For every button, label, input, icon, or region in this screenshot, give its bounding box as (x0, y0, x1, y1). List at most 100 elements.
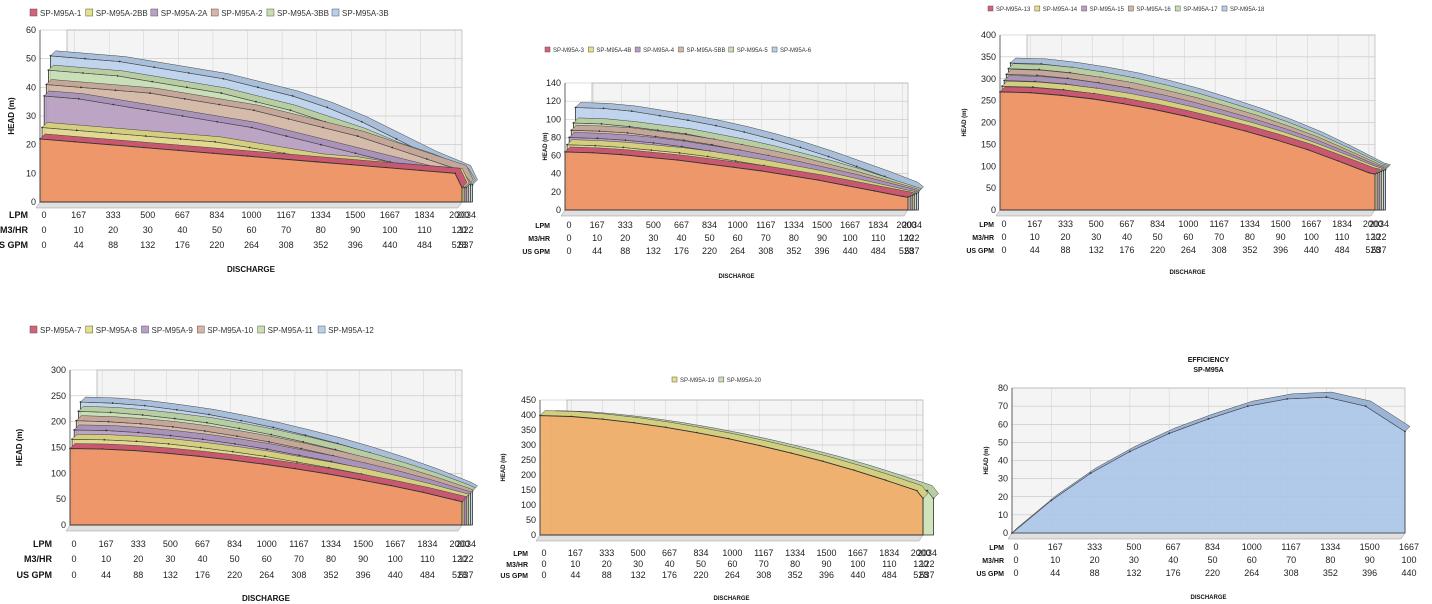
ribbon-2 (41, 122, 470, 189)
point (594, 144, 597, 147)
point (222, 77, 225, 80)
x-tick-label: 0 (541, 548, 546, 558)
x-tick-label: 834 (702, 220, 717, 230)
y-tick-label: 250 (981, 96, 996, 106)
x-tick-label: 44 (1050, 568, 1060, 578)
x-tick-label: 484 (871, 246, 886, 256)
point (734, 160, 737, 162)
legend-entry: SP-M95A-8 (96, 326, 138, 335)
legend-entry: SP-M95A-3B (342, 9, 389, 18)
x-tick-label: 396 (1362, 568, 1377, 578)
point (932, 497, 935, 500)
x-tick-label: 667 (1119, 219, 1134, 229)
x-tick-label: 30 (648, 233, 658, 243)
ribbon-5 (572, 117, 922, 194)
legend-entry: SP-M95A-16 (1136, 7, 1171, 13)
y-axis: 0 20 40 60 80 100 120 140 (546, 78, 566, 215)
point (743, 131, 746, 133)
legend-entry: SP-M95A-13 (996, 7, 1031, 13)
legend-swatch (1081, 5, 1087, 12)
series-1 (1010, 391, 1411, 534)
y-tick-label: 60 (551, 151, 561, 161)
point (687, 119, 689, 122)
x-axis-label: DISCHARGE (242, 594, 291, 603)
point (268, 440, 270, 443)
x-tick-label: 1834 (417, 539, 437, 549)
y-axis-label: HEAD (m) (984, 446, 990, 474)
x-tick-label: 80 (316, 225, 326, 235)
x-tick-label: 88 (1090, 568, 1100, 578)
x-row-lpm: LPM 0 167 333 500 667 834 1000 1167 1334 1500 1667 1… (9, 210, 476, 220)
x-tick-label: 122 (919, 559, 934, 569)
point (135, 440, 138, 443)
y-tick-label: 20 (998, 492, 1008, 502)
row-label: US GPM (0, 240, 28, 250)
row-label: US GPM (16, 570, 52, 580)
x-tick-label: 1000 (257, 539, 277, 549)
legend-swatch (671, 376, 678, 383)
point (354, 152, 357, 155)
front-area (539, 415, 924, 536)
y-tick-label: 250 (521, 455, 536, 465)
x-tick-label: 500 (646, 220, 661, 230)
point (79, 86, 82, 89)
x-tick-label: 537 (1371, 245, 1386, 255)
x-row-usgpm: US GPM 0 44 88 132 176 220 264 308 352 396 440 484 52… (0, 240, 474, 250)
row-label: LPM (535, 223, 550, 230)
x-tick-label: 1667 (840, 220, 860, 230)
y-tick-label: 300 (981, 74, 996, 84)
x-tick-label: 1500 (1360, 542, 1380, 552)
point (114, 89, 117, 92)
point (79, 401, 82, 403)
legend-entry: SP-M95A-2BB (96, 9, 148, 18)
y-tick-label: 0 (991, 205, 996, 215)
row-label: M3/HR (24, 554, 53, 564)
x-tick-label: 132 (1089, 245, 1104, 255)
point (110, 132, 113, 135)
point (77, 410, 80, 413)
x-tick-label: 90 (1276, 232, 1286, 242)
x-tick-label: 100 (843, 233, 858, 243)
point (208, 413, 210, 416)
legend-swatch (634, 46, 641, 53)
point (1050, 499, 1053, 502)
y-tick-label: 100 (981, 161, 996, 171)
point (463, 186, 465, 189)
point (1286, 397, 1288, 400)
x-tick-label: 528 (899, 246, 914, 256)
x-tick-label: 1334 (321, 539, 341, 549)
x-tick-label: 90 (817, 233, 827, 243)
point (654, 135, 657, 138)
x-tick-label: 667 (175, 210, 190, 220)
x-tick-label: 0 (566, 233, 571, 243)
legend-swatch (85, 8, 94, 17)
legend-swatch (85, 325, 94, 334)
row-label: LPM (989, 545, 1004, 552)
point (240, 419, 243, 422)
x-tick-label: 132 (646, 246, 661, 256)
y-tick-label: 50 (986, 183, 996, 193)
y-tick-label: 0 (556, 205, 561, 215)
x-tick-label: 220 (693, 570, 708, 580)
y-tick-label: 350 (981, 52, 996, 62)
point (598, 130, 601, 132)
x-tick-label: 1500 (1271, 219, 1291, 229)
x-tick-label: 100 (850, 559, 865, 569)
legend-swatch (1128, 5, 1134, 12)
x-tick-label: 0 (541, 559, 546, 569)
x-axis-label: DISCHARGE (1190, 595, 1226, 601)
point (201, 438, 204, 441)
x-tick-label: 834 (1205, 542, 1220, 552)
x-tick-label: 40 (177, 225, 187, 235)
x-tick-label: 1667 (380, 210, 400, 220)
x-tick-label: 10 (1050, 555, 1060, 565)
point (296, 461, 298, 463)
ribbon-5 (47, 64, 476, 186)
x-tick-label: 176 (195, 570, 210, 580)
y-axis: 0 10 20 30 40 50 60 (26, 25, 41, 207)
y-axis: 0 50 100 150 200 250 300 350 400 450 (521, 395, 541, 540)
ribbon-4 (45, 79, 474, 186)
legend-entry: SP-M95A-10 (207, 326, 253, 335)
